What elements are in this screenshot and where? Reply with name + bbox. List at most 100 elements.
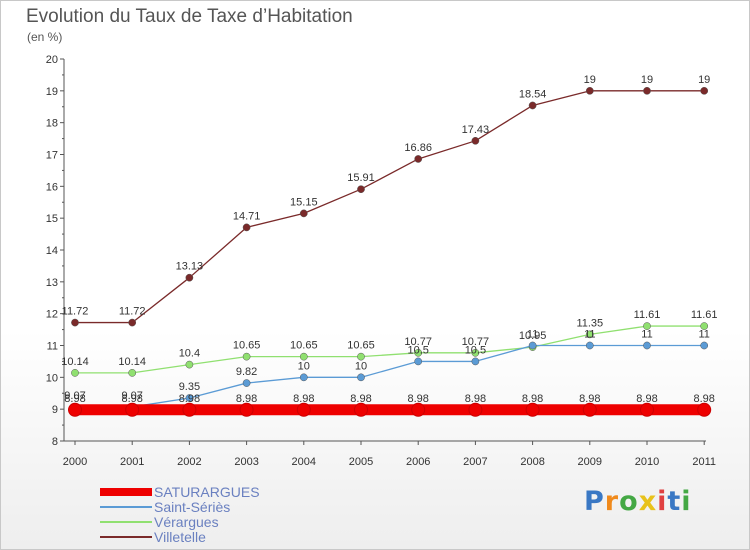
data-point bbox=[468, 402, 483, 417]
data-label: 8.98 bbox=[636, 393, 657, 405]
data-label: 8.98 bbox=[522, 393, 543, 405]
data-label: 18.54 bbox=[519, 88, 547, 100]
data-label: 10.65 bbox=[290, 340, 318, 352]
data-point bbox=[185, 360, 194, 369]
chart-title: Evolution du Taux de Taxe d’Habitation bbox=[26, 6, 353, 27]
y-tick-label: 17 bbox=[46, 150, 58, 162]
x-tick-label: 2004 bbox=[292, 456, 316, 468]
legend-label: SATURARGUES bbox=[154, 484, 260, 500]
data-label: 9.35 bbox=[179, 381, 200, 393]
data-label: 8.98 bbox=[236, 393, 257, 405]
data-label: 8.98 bbox=[350, 393, 371, 405]
x-tick-label: 2003 bbox=[234, 456, 258, 468]
legend-swatch bbox=[100, 536, 152, 538]
data-point bbox=[185, 394, 194, 402]
series-line bbox=[75, 344, 705, 408]
data-label: 10.65 bbox=[347, 340, 375, 352]
y-tick-label: 18 bbox=[46, 118, 58, 130]
data-point bbox=[640, 402, 654, 417]
data-label: 8.98 bbox=[64, 393, 85, 405]
data-point bbox=[697, 402, 712, 417]
x-tick-label: 2010 bbox=[635, 456, 659, 468]
x-tick-label: 2011 bbox=[692, 456, 716, 468]
data-point bbox=[700, 322, 709, 330]
data-point bbox=[239, 402, 254, 417]
data-point bbox=[471, 348, 480, 357]
data-point bbox=[643, 86, 651, 95]
data-label: 9.82 bbox=[236, 366, 257, 378]
data-label: 10.4 bbox=[179, 348, 200, 360]
data-label: 11 bbox=[641, 329, 652, 341]
data-label: 10.5 bbox=[407, 344, 428, 356]
data-label: 11.35 bbox=[576, 317, 603, 329]
series-line bbox=[75, 325, 705, 374]
data-label: 11 bbox=[698, 329, 709, 341]
x-tick-label: 2001 bbox=[120, 456, 144, 468]
data-label: 8.98 bbox=[465, 393, 486, 405]
data-label: 11.72 bbox=[62, 306, 89, 318]
data-point bbox=[182, 402, 197, 417]
logo-letter: i bbox=[681, 486, 692, 517]
legend-swatch bbox=[100, 488, 152, 496]
data-point bbox=[357, 352, 365, 361]
data-point bbox=[414, 155, 423, 163]
data-label: 15.91 bbox=[347, 172, 375, 184]
logo-letter: t bbox=[667, 486, 682, 517]
x-tick-label: 2000 bbox=[63, 456, 87, 468]
data-label: 11.72 bbox=[119, 306, 146, 318]
x-tick-label: 2007 bbox=[463, 456, 487, 468]
data-point bbox=[414, 348, 423, 357]
data-point bbox=[528, 341, 537, 350]
data-label: 19 bbox=[584, 74, 596, 86]
data-point bbox=[242, 223, 251, 232]
data-label: 10.77 bbox=[404, 336, 432, 348]
data-label: 10.14 bbox=[61, 356, 89, 368]
data-point bbox=[68, 402, 82, 417]
y-tick-label: 14 bbox=[46, 245, 58, 257]
data-point bbox=[242, 379, 251, 387]
x-tick-label: 2005 bbox=[349, 456, 373, 468]
x-tick-label: 2006 bbox=[406, 456, 430, 468]
y-tick-label: 12 bbox=[46, 309, 58, 321]
data-point bbox=[585, 330, 594, 339]
data-point bbox=[357, 185, 365, 194]
data-point bbox=[71, 318, 79, 327]
y-tick-label: 20 bbox=[46, 54, 58, 66]
data-label: 8.98 bbox=[293, 393, 314, 405]
logo-letter: o bbox=[619, 486, 639, 517]
x-tick-label: 2008 bbox=[520, 456, 544, 468]
y-tick-label: 9 bbox=[52, 404, 58, 416]
data-label: 8.98 bbox=[693, 393, 714, 405]
data-label: 13.13 bbox=[176, 261, 204, 273]
data-point bbox=[242, 352, 251, 361]
data-point bbox=[296, 402, 311, 417]
data-point bbox=[299, 373, 308, 382]
legend-label: Villetelle bbox=[154, 529, 206, 545]
legend-label: Vérargues bbox=[154, 514, 219, 530]
y-tick-label: 13 bbox=[46, 277, 58, 289]
data-label: 10 bbox=[298, 360, 310, 372]
data-label: 11 bbox=[527, 329, 538, 341]
proxiti-logo: Proxiti bbox=[584, 486, 692, 517]
data-label: 17.43 bbox=[462, 124, 490, 136]
data-point bbox=[299, 352, 308, 361]
data-point bbox=[414, 357, 423, 366]
data-label: 10.77 bbox=[462, 336, 490, 348]
data-label: 10.5 bbox=[465, 344, 486, 356]
data-label: 11 bbox=[584, 329, 595, 341]
data-point bbox=[643, 341, 651, 350]
data-label: 10 bbox=[355, 360, 367, 372]
data-point bbox=[71, 369, 79, 377]
legend-swatch bbox=[100, 521, 152, 523]
legend-swatch bbox=[100, 506, 152, 508]
data-label: 8.98 bbox=[407, 393, 428, 405]
logo-letter: r bbox=[604, 486, 620, 517]
logo-letter: x bbox=[638, 486, 658, 517]
data-point bbox=[471, 136, 480, 145]
data-point bbox=[700, 86, 709, 95]
data-point bbox=[585, 341, 594, 350]
data-label: 16.86 bbox=[404, 142, 432, 154]
data-label: 10.65 bbox=[233, 340, 261, 352]
